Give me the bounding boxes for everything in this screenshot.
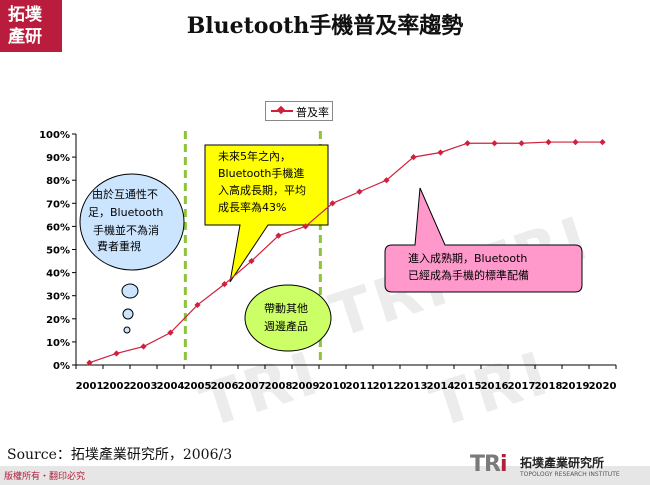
x-tick-label: 2014 <box>427 381 455 392</box>
x-tick-label: 2017 <box>508 381 536 392</box>
x-tick-label: 2009 <box>292 381 320 392</box>
x-tick-label: 2003 <box>130 381 158 392</box>
x-tick-label: 2016 <box>481 381 509 392</box>
y-tick-label: 90% <box>46 153 70 164</box>
y-tick-label: 40% <box>46 269 70 280</box>
line-chart: 0%10%20%30%40%50%60%70%80%90%100% 2001 20… <box>39 130 617 392</box>
cloud-text-line: 手機並不為消 <box>93 223 159 237</box>
footer-bar <box>0 466 650 485</box>
logo-text-line1: 拓墣 <box>8 5 42 25</box>
green-text-line: 帶動其他 <box>264 301 308 315</box>
data-point <box>572 138 579 146</box>
y-tick-label: 100% <box>39 130 70 141</box>
data-point <box>356 188 363 195</box>
cloud-bubble <box>122 308 134 320</box>
data-point <box>545 138 552 146</box>
y-tick-label: 80% <box>46 176 70 187</box>
yellow-callout: 未來5年之內， Bluetooth手機進 入高成長期，平均 成長率為43% <box>204 144 329 283</box>
cloud-shape <box>79 173 185 271</box>
x-tick-label: 2011 <box>346 381 374 392</box>
x-tick-label: 2012 <box>373 381 401 392</box>
yellow-text-line: 成長率為43% <box>218 200 286 214</box>
y-tick-label: 50% <box>46 246 70 257</box>
y-tick-label: 70% <box>46 199 70 210</box>
tri-logo-text: TR <box>470 452 501 477</box>
data-point <box>437 149 444 156</box>
data-point <box>113 350 120 357</box>
data-point <box>410 153 417 161</box>
cloud-callout: 由於互通性不 足，Bluetooth 手機並不為消 費者重視 <box>79 173 185 334</box>
pink-callout-shape <box>384 187 583 293</box>
x-tick-label: 2001 <box>76 381 104 392</box>
tri-logo-accent: i <box>499 452 507 477</box>
y-tick-label: 30% <box>46 292 70 303</box>
y-tick-label: 60% <box>46 222 70 233</box>
green-callout: 帶動其他 週邊產品 <box>244 284 332 352</box>
yellow-text-line: Bluetooth手機進 <box>218 166 304 180</box>
logo: 拓墣 產研 <box>0 0 62 52</box>
cloud-bubble <box>121 283 139 299</box>
x-tick-label: 2019 <box>562 381 590 392</box>
chart-legend: 普及率 <box>265 101 333 121</box>
x-tick-label: 2006 <box>211 381 239 392</box>
x-tick-label: 2005 <box>184 381 212 392</box>
data-point <box>518 140 525 147</box>
legend-label: 普及率 <box>296 106 329 119</box>
pink-text-line: 進入成熟期，Bluetooth <box>408 251 527 265</box>
yellow-text-line: 入高成長期，平均 <box>218 183 306 197</box>
page-title: Bluetooth手機普及率趨勢 <box>186 13 464 39</box>
x-tick-label: 2002 <box>103 381 131 392</box>
x-tick-label: 2004 <box>157 381 185 392</box>
yellow-text-line: 未來5年之內， <box>218 149 291 163</box>
y-tick-label: 20% <box>46 315 70 326</box>
pink-callout: 進入成熟期，Bluetooth 已經成為手機的標準配備 <box>384 187 583 293</box>
x-tick-label: 2013 <box>400 381 428 392</box>
cloud-bubble <box>123 326 131 334</box>
y-axis-ticks: 0% 10% 20% 30% 40% 50% 60% 70% 80% 90% 100% <box>39 130 76 372</box>
x-tick-label: 2015 <box>454 381 482 392</box>
cloud-text-line: 由於互通性不 <box>92 187 158 201</box>
brand-name: 拓墣產業研究所 <box>520 456 605 470</box>
source-note: Source：拓墣產業研究所，2006/3 <box>7 447 233 463</box>
cloud-text-line: 足，Bluetooth <box>88 206 163 219</box>
x-tick-label: 2010 <box>319 381 347 392</box>
tri-logo: TRi <box>470 452 507 477</box>
x-tick-label: 2008 <box>265 381 293 392</box>
data-point <box>140 343 147 350</box>
data-point <box>464 140 471 147</box>
x-tick-label: 2018 <box>535 381 563 392</box>
y-tick-label: 0% <box>53 361 70 372</box>
copyright-text: 版權所有・翻印必究 <box>4 472 86 482</box>
data-point <box>491 140 498 147</box>
x-tick-label: 2020 <box>589 381 617 392</box>
data-point <box>599 138 606 146</box>
cloud-text-line: 費者重視 <box>97 239 141 253</box>
green-text-line: 週邊產品 <box>264 319 308 333</box>
x-axis-ticks: 2001 2002 2003 2004 2005 2006 2007 2008 2009 2010… <box>75 365 617 392</box>
y-tick-label: 10% <box>46 338 70 349</box>
yellow-callout-shape <box>204 144 329 283</box>
series-polyline <box>89 141 603 364</box>
pink-text-line: 已經成為手機的標準配備 <box>408 268 529 282</box>
x-tick-label: 2007 <box>238 381 266 392</box>
brand-subtitle: TOPOLOGY RESEARCH INSTITUTE <box>520 471 620 478</box>
green-ellipse <box>244 284 332 352</box>
logo-text-line2: 產研 <box>8 27 42 47</box>
